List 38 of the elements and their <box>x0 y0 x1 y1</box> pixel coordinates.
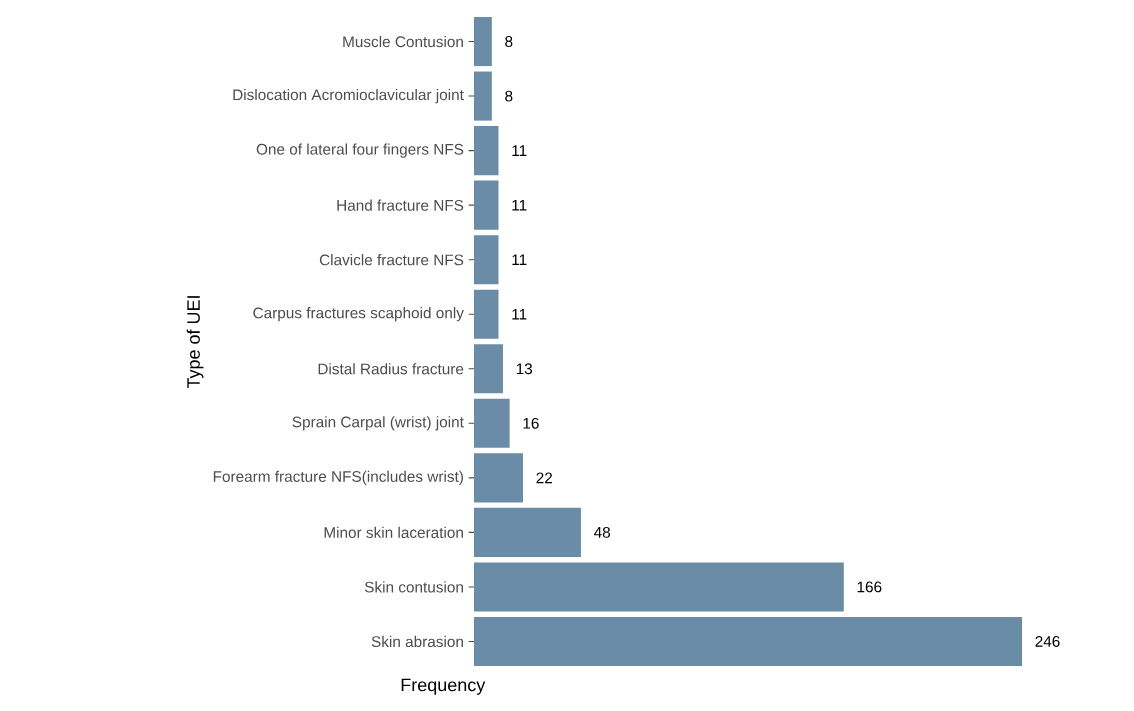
y-tick-label: Muscle Contusion <box>343 35 463 48</box>
data-label: 11 <box>512 145 527 156</box>
bar <box>474 126 499 176</box>
data-label: 246 <box>1035 636 1060 647</box>
bar <box>474 289 499 339</box>
y-tick-label: Clavicle fracture NFS <box>319 254 464 266</box>
data-label: 11 <box>512 308 527 320</box>
data-label: 166 <box>857 581 882 593</box>
y-tick-label: Distal Radius fracture <box>318 363 464 375</box>
bar <box>474 507 581 557</box>
bar <box>474 235 499 285</box>
bar <box>474 398 510 448</box>
y-axis-title: Type of UEI <box>186 296 204 389</box>
x-axis-title: Frequency <box>401 678 486 695</box>
y-tick-label: Skin contusion <box>364 581 463 593</box>
data-label: 11 <box>512 254 527 265</box>
y-tick-label: Carpus fractures scaphoid only <box>253 307 464 322</box>
data-label: 48 <box>594 526 611 538</box>
y-tick-label: Skin abrasion <box>371 635 463 648</box>
bar <box>474 344 503 394</box>
bar <box>474 562 844 612</box>
y-tick-label: Hand fracture NFS <box>337 199 464 211</box>
data-label: 22 <box>536 472 553 484</box>
bar <box>474 71 492 121</box>
bar <box>474 17 492 67</box>
data-label: 11 <box>512 199 527 211</box>
data-label: 13 <box>516 363 533 375</box>
y-tick-label: Dislocation Acromioclavicular joint <box>233 88 464 104</box>
bar <box>474 453 524 503</box>
y-tick-label: Forearm fracture NFS(includes wrist) <box>213 470 463 485</box>
y-tick-label: Sprain Carpal (wrist) joint <box>292 416 464 431</box>
data-label: 16 <box>523 417 539 429</box>
bar <box>474 180 499 230</box>
data-label: 8 <box>505 90 513 102</box>
bar <box>474 616 1023 666</box>
data-label: 8 <box>505 36 513 47</box>
y-tick-label: One of lateral four fingers NFS <box>256 143 464 158</box>
y-tick-label: Minor skin laceration <box>324 526 463 539</box>
